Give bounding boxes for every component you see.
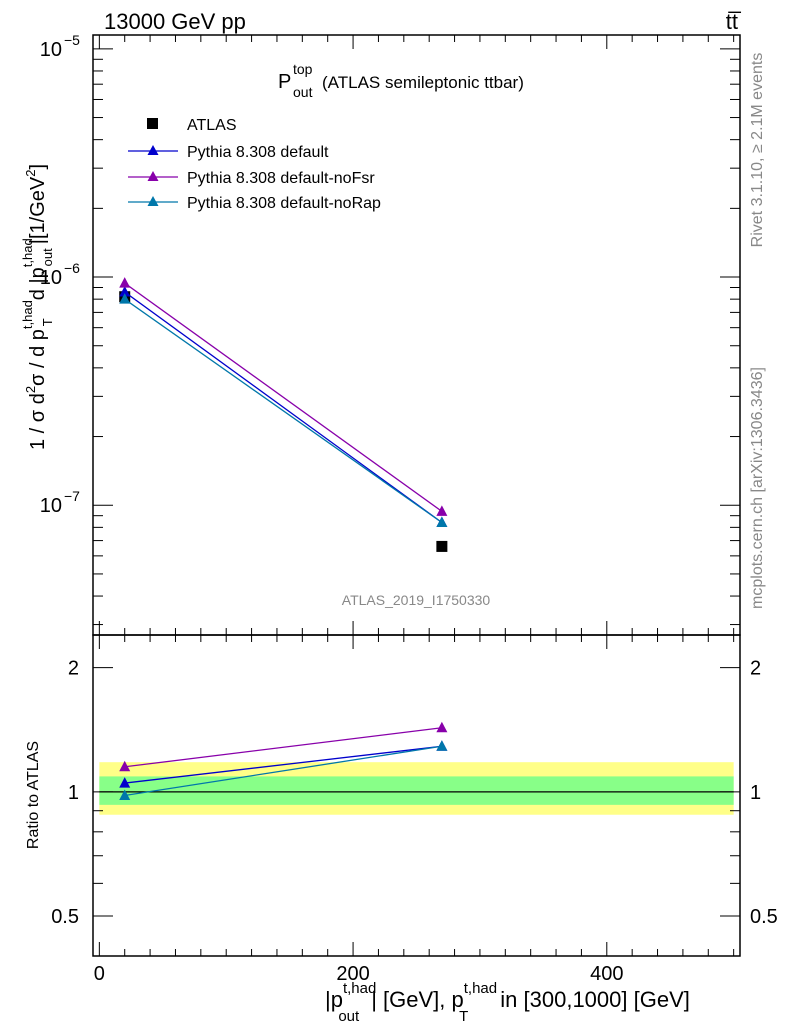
ratio-xtick-label: 200	[336, 963, 369, 985]
rivet-label: Rivet 3.1.10, ≥ 2.1M events	[749, 53, 766, 248]
legend-label-nofsr: Pythia 8.308 default-noFsr	[187, 170, 375, 187]
ratio-point-pythia-8-308-default-norap	[436, 740, 448, 751]
ratio-panel: 0.5 0.51 12 2 0 200 400 Ratio to ATLAS |pt,ha…	[25, 634, 778, 1024]
ratio-line-pythia-8-308-default-norap	[124, 745, 442, 797]
x-axis-label: |pt,had out| [GeV], pt,had Tin [300,1000] …	[325, 980, 690, 1024]
ratio-point-pythia-8-308-default	[119, 777, 131, 788]
ratio-ytick-label: 0.5	[51, 906, 79, 928]
main-ytick-label-exp: −7	[64, 488, 80, 504]
main-ytick-label: 10	[40, 267, 62, 289]
data-point-pythia-8-308-default	[119, 285, 131, 297]
legend: ATLAS Pythia 8.308 default Pythia 8.308 …	[128, 117, 381, 212]
series-line-pythia-8-308-default	[124, 291, 443, 524]
ratio-ytick-label-right: 0.5	[750, 906, 778, 928]
ratio-point-pythia-8-308-default-norap	[119, 789, 131, 800]
ratio-line-pythia-8-308-default	[124, 745, 442, 784]
ratio-line-pythia-8-308-default-nofsr	[124, 727, 442, 768]
legend-marker-norap	[147, 196, 159, 206]
data-point-pythia-8-308-default-nofsr	[119, 277, 131, 288]
ylabel-part-c: σ / d p	[27, 329, 49, 386]
ratio-ytick-label: 2	[68, 658, 79, 680]
data-point-pythia-8-308-default-norap	[119, 293, 131, 304]
chart-title-sub: out	[293, 84, 313, 100]
main-ytick-label: 10	[40, 495, 62, 517]
ylabel-part-a: 1 / σ d	[27, 393, 49, 450]
main-panel: 10−710−610−5 P top out (ATLAS semilepton…	[20, 32, 741, 636]
ylabel-part-f: d |p	[27, 267, 49, 300]
ylabel-part-j: 2	[23, 170, 38, 177]
xlabel-part-c: out	[338, 1008, 360, 1024]
ylabel-part-g: t,had	[20, 238, 35, 267]
main-ytick-label-exp: −5	[64, 32, 80, 48]
legend-label-atlas: ATLAS	[187, 117, 237, 134]
ratio-yticklabels: 0.5 0.5 1 1 2 2	[51, 658, 778, 928]
main-ylabel: 1 / σ d2σ / d pt,had Td |pt,had out|[1/GeV…	[20, 164, 55, 450]
data-point-atlas	[436, 540, 448, 552]
ratio-band-stat-uncertainty	[99, 776, 734, 805]
chart-title: P	[278, 71, 291, 93]
data-point-pythia-8-308-default-norap	[436, 516, 448, 528]
legend-label-norap: Pythia 8.308 default-noRap	[187, 195, 381, 212]
ylabel-part-k: ]	[27, 164, 49, 170]
data-point-pythia-8-308-default-nofsr	[436, 505, 448, 516]
ratio-series	[119, 721, 448, 800]
legend-label-default: Pythia 8.308 default	[187, 144, 329, 161]
header-left: 13000 GeV pp	[104, 9, 246, 34]
ratio-xticklabels: 0 200 400	[94, 963, 624, 985]
xlabel-part-f: T	[459, 1008, 468, 1024]
legend-marker-atlas	[147, 118, 158, 129]
ylabel-part-d: t,had	[20, 300, 35, 329]
ylabel-part-h: out	[40, 248, 55, 266]
main-ticks	[93, 35, 740, 635]
ratio-ytick-label: 1	[68, 782, 79, 804]
ratio-ticks	[93, 635, 740, 957]
main-ytick-label: 10	[40, 39, 62, 61]
mcplots-label: mcplots.cern.ch [arXiv:1306.3436]	[749, 367, 766, 609]
ratio-plot-frame	[92, 634, 741, 957]
chart-title-rest: (ATLAS semileptonic ttbar)	[322, 73, 524, 92]
xlabel-part-d: | [GeV], p	[371, 987, 464, 1012]
series-line-pythia-8-308-default-norap	[124, 298, 443, 524]
header-right: tt̅	[726, 9, 742, 34]
xlabel-part-g: in [300,1000] [GeV]	[500, 987, 690, 1012]
chart-title-main: P	[278, 71, 291, 93]
chart-title-sup: top	[293, 61, 313, 77]
ratio-bands	[99, 762, 734, 815]
ratio-point-pythia-8-308-default-nofsr	[119, 760, 131, 772]
legend-marker-nofsr	[147, 171, 159, 181]
ylabel-part-e: T	[40, 318, 55, 326]
xlabel-part-e: t,had	[464, 980, 497, 997]
ratio-point-pythia-8-308-default-nofsr	[436, 721, 448, 733]
ratio-ylabel: Ratio to ATLAS	[25, 741, 42, 849]
main-ytick-label-exp: −6	[64, 260, 80, 276]
ylabel-part-b: 2	[23, 386, 38, 393]
main-yticklabels: 10−710−610−5	[40, 32, 80, 517]
series-line-pythia-8-308-default-nofsr	[124, 282, 443, 512]
analysis-watermark: ATLAS_2019_I1750330	[342, 592, 491, 608]
ylabel-part-i: |[1/GeV	[27, 176, 49, 244]
xlabel-part-a: |p	[325, 987, 343, 1012]
ratio-ytick-label-right: 2	[750, 658, 761, 680]
ratio-xtick-label: 0	[94, 963, 105, 985]
xlabel-part-b: t,had	[343, 980, 376, 997]
main-series	[119, 277, 448, 552]
ratio-xtick-label: 400	[590, 963, 623, 985]
legend-marker-default	[147, 145, 159, 155]
ratio-ytick-label-right: 1	[750, 782, 761, 804]
